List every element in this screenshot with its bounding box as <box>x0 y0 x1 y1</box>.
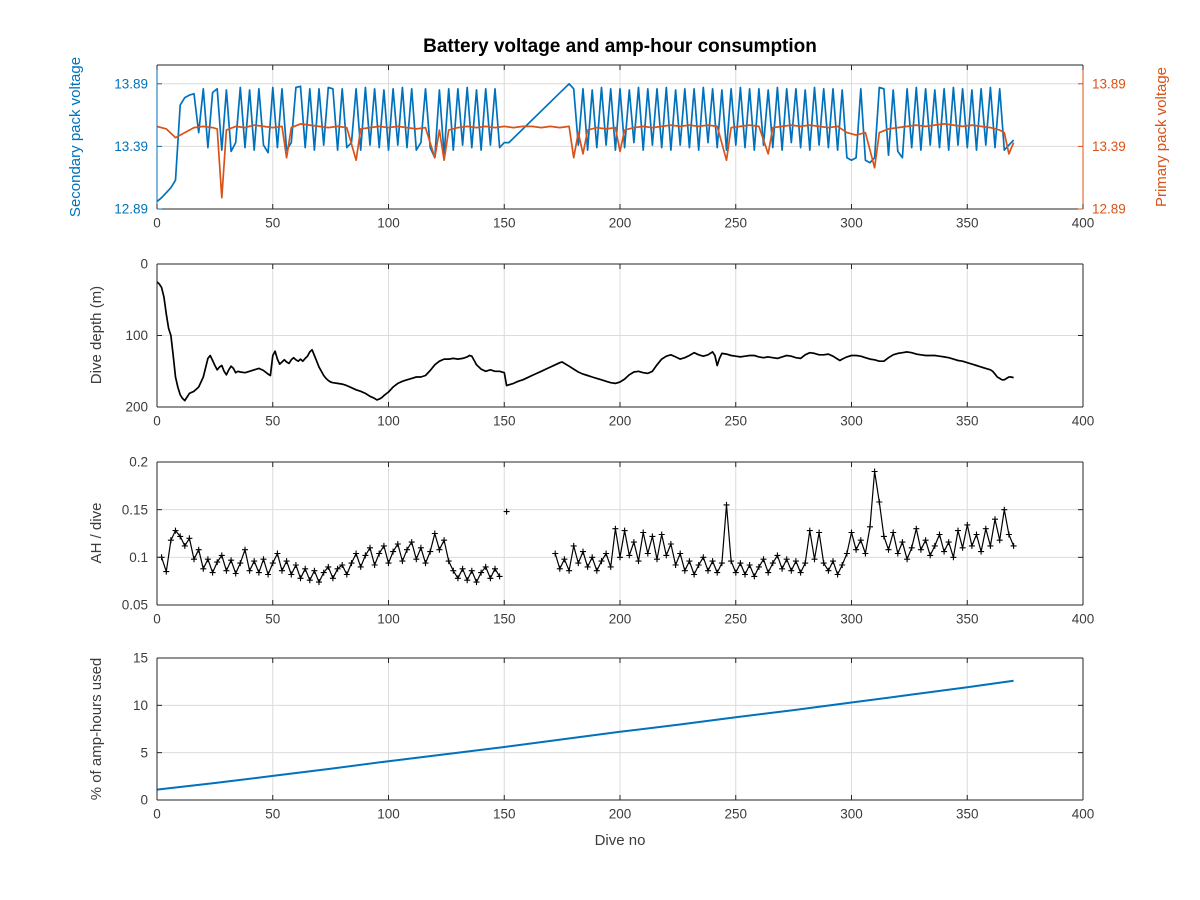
ytick-label-left: 13.39 <box>114 139 148 154</box>
ytick-label-left: 0.2 <box>129 455 148 470</box>
ylabel-primary-pack-voltage: Primary pack voltage <box>1153 66 1170 208</box>
series-percent-amp-hours-used <box>156 679 1014 791</box>
series-ah-per-dive <box>161 529 501 583</box>
ytick-label-left: 12.89 <box>114 202 148 217</box>
subplot-ah-per-dive: 0 50 100 150 200 250 300 350 400 0.05 0.1 0.15 0.2 <box>122 455 1095 627</box>
xtick-label: 400 <box>1072 216 1095 231</box>
ylabel-secondary-pack-voltage: Secondary pack voltage <box>67 56 84 218</box>
figure-title: Battery voltage and amp-hour consumption <box>423 36 817 57</box>
xtick-label: 300 <box>840 414 863 429</box>
xtick-label: 100 <box>377 216 400 231</box>
subplot-percent-amp-hours-used: 0 50 100 150 200 250 300 350 400 0 5 10 15 <box>133 651 1094 822</box>
series-markers-ah-per-dive <box>552 468 1017 580</box>
ytick-label-left: 0.15 <box>122 502 148 517</box>
xtick-label: 100 <box>377 807 400 822</box>
xtick-label: 50 <box>265 414 280 429</box>
xtick-label: 400 <box>1072 807 1095 822</box>
xtick-label: 400 <box>1072 414 1095 429</box>
xtick-label: 400 <box>1072 612 1095 627</box>
xtick-label: 150 <box>493 216 516 231</box>
xtick-label: 250 <box>724 216 747 231</box>
ytick-label-left: 0.1 <box>129 550 148 565</box>
ytick-label-right: 12.89 <box>1092 202 1126 217</box>
xtick-label: 350 <box>956 612 979 627</box>
series-markers-ah-per-dive <box>503 508 510 515</box>
xtick-label: 350 <box>956 807 979 822</box>
ytick-label-left: 0 <box>140 793 148 808</box>
series-dive-depth <box>156 281 1014 402</box>
xtick-label: 150 <box>493 414 516 429</box>
xtick-label: 300 <box>840 612 863 627</box>
xtick-label: 0 <box>153 807 161 822</box>
xtick-label: 300 <box>840 807 863 822</box>
xtick-label: 350 <box>956 216 979 231</box>
xtick-label: 150 <box>493 807 516 822</box>
ylabel-percent-amp-hours: % of amp-hours used <box>88 657 105 801</box>
ytick-label-left: 200 <box>125 400 148 415</box>
xtick-label: 200 <box>609 807 632 822</box>
xtick-label: 250 <box>724 807 747 822</box>
series-secondary-pack-voltage <box>156 82 1015 203</box>
xtick-label: 250 <box>724 414 747 429</box>
xtick-label: 200 <box>609 216 632 231</box>
xlabel-dive-no: Dive no <box>594 832 646 849</box>
xtick-label: 100 <box>377 414 400 429</box>
ytick-label-left: 10 <box>133 698 148 713</box>
ytick-label-left: 0 <box>140 257 148 272</box>
xtick-label: 0 <box>153 216 161 231</box>
subplot-dive-depth: 0 50 100 150 200 250 300 350 400 0 100 200 <box>125 257 1094 429</box>
ytick-label-left: 13.89 <box>114 77 148 92</box>
xtick-label: 200 <box>609 612 632 627</box>
xtick-label: 0 <box>153 612 161 627</box>
ytick-label-right: 13.89 <box>1092 77 1126 92</box>
ytick-label-right: 13.39 <box>1092 139 1126 154</box>
xtick-label: 350 <box>956 414 979 429</box>
ytick-label-left: 100 <box>125 328 148 343</box>
series-primary-pack-voltage <box>156 123 1015 199</box>
ytick-label-left: 5 <box>140 745 148 760</box>
xtick-label: 100 <box>377 612 400 627</box>
series-ah-per-dive <box>554 470 1015 578</box>
xtick-label: 300 <box>840 216 863 231</box>
series-markers-ah-per-dive <box>158 527 503 586</box>
xtick-label: 50 <box>265 807 280 822</box>
ytick-label-left: 0.05 <box>122 598 148 613</box>
xtick-label: 0 <box>153 414 161 429</box>
xtick-label: 250 <box>724 612 747 627</box>
xtick-label: 150 <box>493 612 516 627</box>
xtick-label: 50 <box>265 216 280 231</box>
xtick-label: 200 <box>609 414 632 429</box>
xtick-label: 50 <box>265 612 280 627</box>
ytick-label-left: 15 <box>133 651 148 666</box>
